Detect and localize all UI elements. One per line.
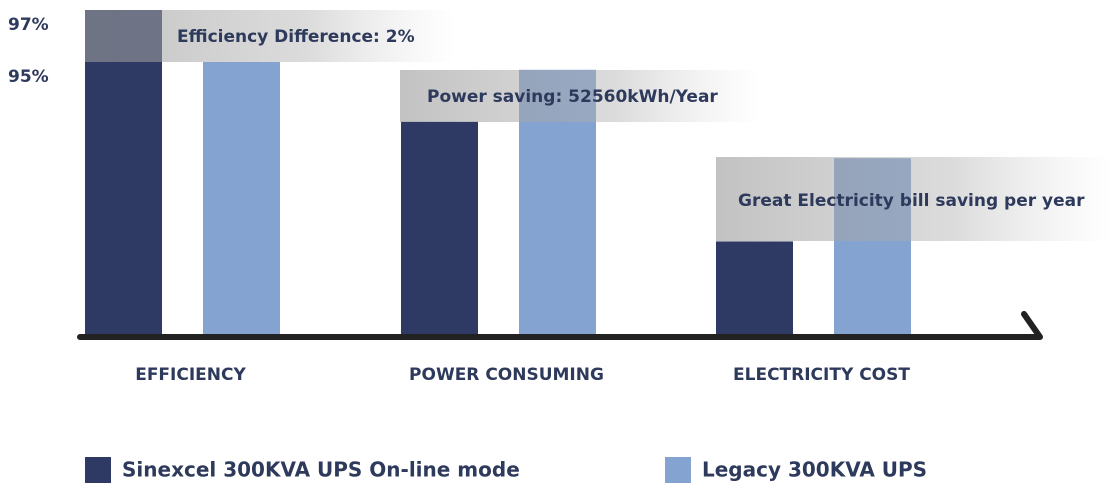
- axis-line: [77, 311, 1043, 340]
- bar: [401, 121, 478, 335]
- y-tick-label: 97%: [8, 15, 49, 35]
- bar: [716, 241, 793, 335]
- annotation-banner: [85, 10, 455, 62]
- annotation: Power saving: 52560kWh/Year: [427, 87, 718, 107]
- annotation: Efficiency Difference: 2%: [177, 27, 415, 47]
- legend-swatch: [665, 457, 691, 483]
- legend-label: Legacy 300KVA UPS: [702, 458, 927, 482]
- x-tick-label: ELECTRICITY COST: [733, 365, 910, 385]
- y-tick-label: 95%: [8, 67, 49, 87]
- legend-swatch: [85, 457, 111, 483]
- x-tick-label: POWER CONSUMING: [409, 365, 604, 385]
- x-tick-label: EFFICIENCY: [135, 365, 246, 385]
- annotation-banner: [716, 157, 1112, 241]
- annotation: Great Electricity bill saving per year: [738, 191, 1085, 211]
- bar: [85, 10, 162, 335]
- annotation-banner: [400, 70, 760, 122]
- bar: [203, 62, 280, 335]
- legend-label: Sinexcel 300KVA UPS On-line mode: [122, 458, 520, 482]
